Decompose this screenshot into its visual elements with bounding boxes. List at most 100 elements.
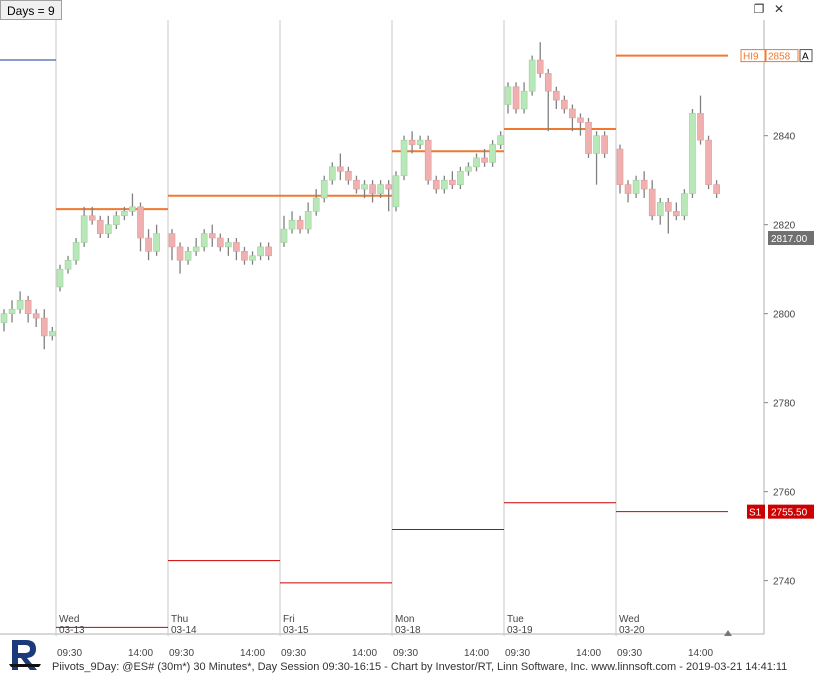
- s1-tag-box: [747, 504, 765, 519]
- candle-body: [241, 251, 248, 261]
- y-tick-label: 2740: [773, 577, 796, 588]
- candle-body: [593, 135, 600, 154]
- candle-body: [249, 255, 256, 261]
- candle-body: [337, 166, 344, 172]
- candle-body: [632, 179, 640, 194]
- candle-body: [328, 166, 336, 181]
- candle-body: [561, 99, 568, 110]
- candle-body: [577, 117, 584, 123]
- candle-body: [217, 237, 224, 248]
- candle-body: [544, 73, 552, 92]
- time-tick-label: 14:00: [128, 648, 153, 659]
- day-date-label: 03-18: [395, 625, 421, 636]
- candle-body: [121, 211, 128, 217]
- hi-value-label: 2858: [768, 52, 791, 63]
- hi-tag-box: [740, 49, 766, 63]
- day-date-label: 03-20: [619, 625, 645, 636]
- day-name-label: Wed: [59, 614, 79, 625]
- candle-body: [512, 86, 520, 110]
- candle-body: [265, 246, 272, 257]
- candle-body: [385, 184, 392, 190]
- days-label[interactable]: Days = 9: [0, 0, 62, 20]
- candle-body: [713, 184, 720, 194]
- candle-body: [465, 166, 472, 172]
- candle-body: [673, 211, 680, 217]
- y-tick-label: 2780: [773, 399, 796, 410]
- scroll-marker-icon: [724, 630, 732, 636]
- candle-body: [536, 59, 544, 74]
- candle-body: [192, 246, 200, 252]
- s1-value-box: [768, 504, 814, 519]
- candle-body: [184, 251, 192, 261]
- day-date-label: 03-13: [59, 625, 85, 636]
- plot-area: [0, 20, 764, 634]
- candle-body: [72, 242, 80, 261]
- candle-body: [64, 259, 72, 270]
- candle-body: [481, 157, 488, 163]
- candle-body: [440, 179, 448, 190]
- candle-body: [113, 215, 120, 225]
- candle-body: [520, 90, 528, 110]
- hi-extra-label: A: [802, 52, 809, 63]
- restore-icon[interactable]: ❐: [753, 2, 765, 16]
- candle-body: [288, 219, 296, 230]
- candle-body: [137, 206, 144, 239]
- day-name-label: Wed: [619, 614, 639, 625]
- candle-body: [640, 179, 648, 190]
- candle-body: [449, 179, 456, 185]
- candle-body: [208, 233, 216, 239]
- candle-body: [457, 170, 464, 185]
- candle-body: [601, 135, 608, 154]
- candle-body: [432, 179, 440, 190]
- candle-body: [648, 188, 656, 217]
- candle-body: [424, 139, 432, 181]
- candle-body: [664, 202, 672, 212]
- y-tick-label: 2760: [773, 488, 796, 499]
- day-name-label: Mon: [395, 614, 414, 625]
- hi-tag-label: HI9: [743, 52, 759, 63]
- close-icon[interactable]: ✕: [773, 2, 785, 16]
- candle-body: [473, 157, 480, 168]
- candle-body: [200, 233, 208, 248]
- candle-body: [489, 144, 496, 163]
- candle-body: [497, 135, 504, 145]
- time-tick-label: 09:30: [393, 648, 418, 659]
- candle-body: [361, 184, 368, 190]
- candle-body: [176, 246, 184, 261]
- candle-body: [528, 59, 536, 92]
- day-date-label: 03-15: [283, 625, 309, 636]
- time-tick-label: 09:30: [169, 648, 194, 659]
- y-tick-label: 2840: [773, 132, 796, 143]
- candle-body: [616, 148, 624, 185]
- candle-body: [705, 139, 712, 185]
- candle-body: [105, 224, 112, 234]
- hi-extra-box: [799, 49, 813, 63]
- candle-body: [280, 228, 288, 243]
- time-tick-label: 14:00: [464, 648, 489, 659]
- day-name-label: Fri: [283, 614, 295, 625]
- candle-body: [48, 331, 56, 337]
- last-price-label: 2817.00: [771, 234, 808, 245]
- investor-rt-logo: [6, 636, 44, 674]
- candle-body: [257, 246, 264, 257]
- time-tick-label: 14:00: [576, 648, 601, 659]
- time-tick-label: 14:00: [352, 648, 377, 659]
- candle-body: [552, 90, 560, 101]
- candle-body: [697, 113, 704, 141]
- candle-body: [320, 179, 328, 199]
- last-price-box: [768, 231, 814, 246]
- candle-body: [400, 139, 408, 177]
- candle-body: [145, 237, 152, 252]
- candle-body: [8, 308, 16, 314]
- candle-body: [0, 313, 8, 323]
- day-name-label: Tue: [507, 614, 524, 625]
- candle-body: [96, 219, 104, 234]
- footer-status: Piivots_9Day: @ES# (30m*) 30 Minutes*, D…: [52, 661, 788, 673]
- day-date-label: 03-14: [171, 625, 197, 636]
- y-tick-label: 2820: [773, 221, 796, 232]
- time-tick-label: 09:30: [281, 648, 306, 659]
- candle-body: [585, 122, 592, 154]
- candle-body: [656, 202, 664, 217]
- candle-body: [129, 206, 136, 212]
- candle-body: [369, 184, 376, 194]
